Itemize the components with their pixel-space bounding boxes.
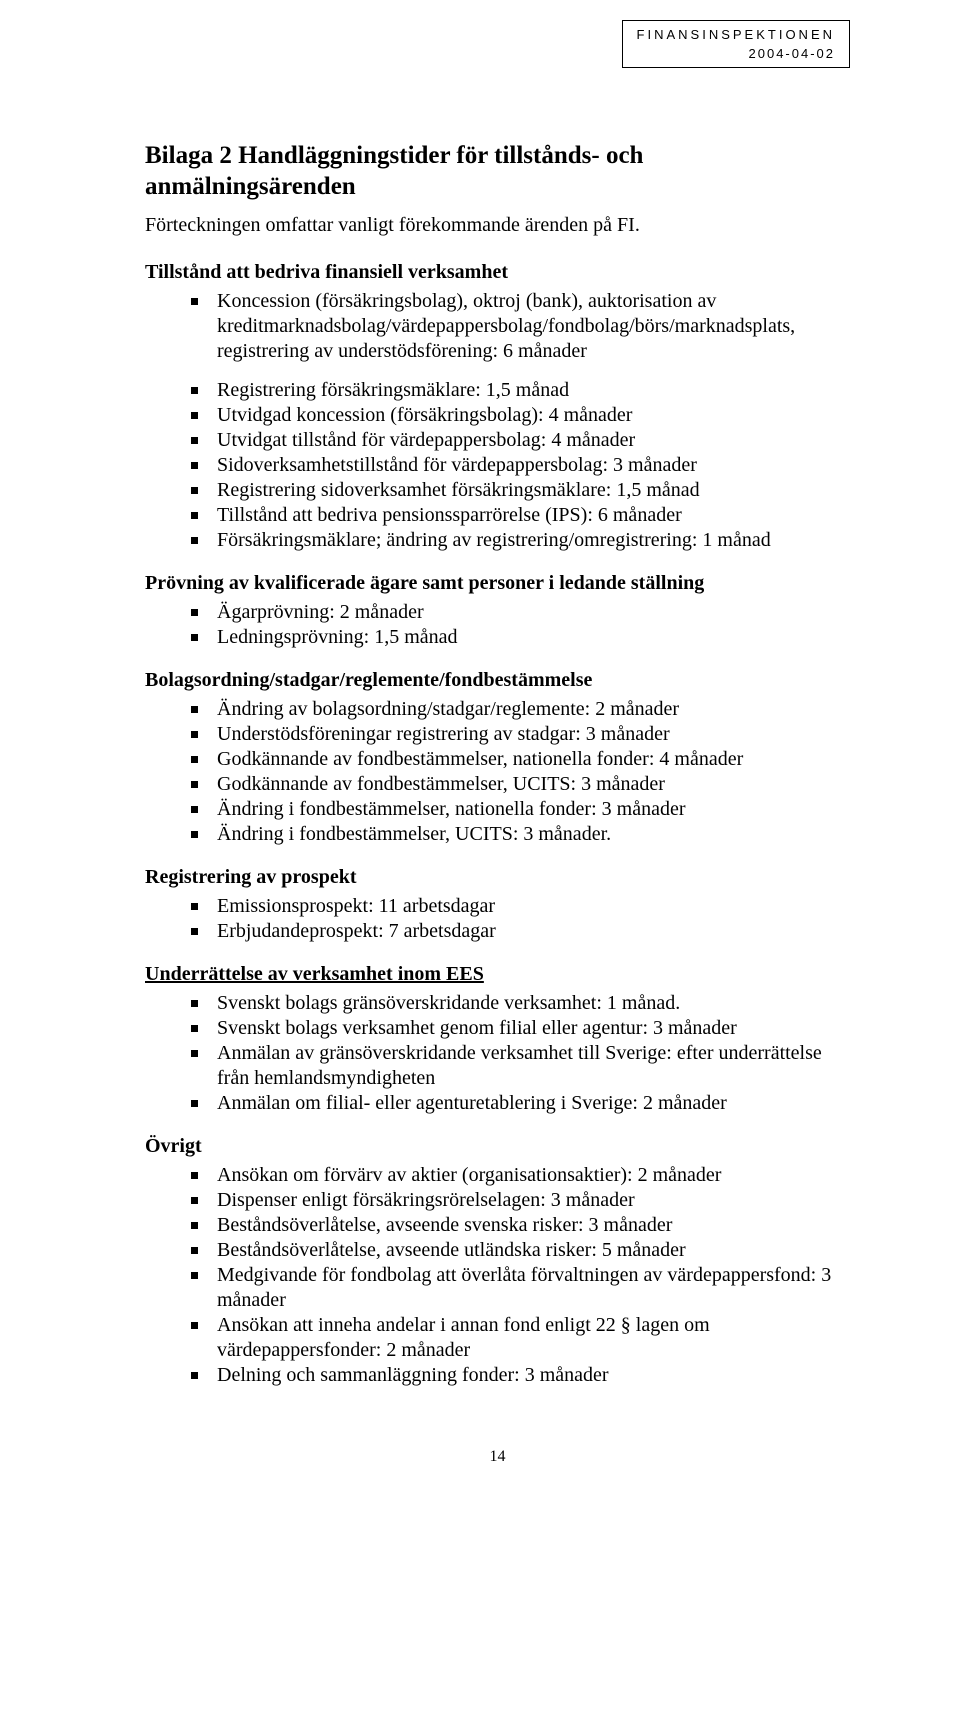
list-item: Ansökan att inneha andelar i annan fond …: [191, 1313, 850, 1363]
bullet-list-1: Koncession (försäkringsbolag), oktroj (b…: [145, 289, 850, 364]
title-line-2: anmälningsärenden: [145, 173, 356, 200]
section-heading-3: Bolagsordning/stadgar/reglemente/fondbes…: [145, 668, 850, 693]
list-item: Erbjudandeprospekt: 7 arbetsdagar: [191, 919, 850, 944]
list-item: Ansökan om förvärv av aktier (organisati…: [191, 1163, 850, 1188]
list-item: Svenskt bolags verksamhet genom filial e…: [191, 1016, 850, 1041]
list-item: Försäkringsmäklare; ändring av registrer…: [191, 528, 850, 553]
list-item: Ägarprövning: 2 månader: [191, 600, 850, 625]
title-line-1: Bilaga 2 Handläggningstider för tillstån…: [145, 142, 643, 169]
list-item: Utvidgat tillstånd för värdepappersbolag…: [191, 428, 850, 453]
bullet-list-6: Ansökan om förvärv av aktier (organisati…: [145, 1163, 850, 1388]
section-heading-1: Tillstånd att bedriva finansiell verksam…: [145, 260, 850, 285]
list-item: Registrering försäkringsmäklare: 1,5 mån…: [191, 378, 850, 403]
bullet-list-5: Svenskt bolags gränsöverskridande verksa…: [145, 991, 850, 1116]
document-date: 2004-04-02: [637, 46, 835, 61]
list-item: Delning och sammanläggning fonder: 3 mån…: [191, 1363, 850, 1388]
list-item: Godkännande av fondbestämmelser, natione…: [191, 747, 850, 772]
section-heading-6: Övrigt: [145, 1134, 850, 1159]
section-heading-4: Registrering av prospekt: [145, 865, 850, 890]
list-item: Emissionsprospekt: 11 arbetsdagar: [191, 894, 850, 919]
list-item: Ledningsprövning: 1,5 månad: [191, 625, 850, 650]
intro-paragraph: Förteckningen omfattar vanligt förekomma…: [145, 213, 850, 238]
bullet-list-2: Ägarprövning: 2 månader Ledningsprövning…: [145, 600, 850, 650]
list-item: Ändring i fondbestämmelser, nationella f…: [191, 797, 850, 822]
list-item: Utvidgad koncession (försäkringsbolag): …: [191, 403, 850, 428]
page-number: 14: [145, 1448, 850, 1466]
bullet-list-1b: Registrering försäkringsmäklare: 1,5 mån…: [145, 378, 850, 553]
agency-name: FINANSINSPEKTIONEN: [637, 27, 835, 42]
list-item: Koncession (försäkringsbolag), oktroj (b…: [191, 289, 850, 364]
content-body: Bilaga 2 Handläggningstider för tillstån…: [145, 140, 850, 1466]
list-item: Anmälan om filial- eller agenturetableri…: [191, 1091, 850, 1116]
header-box: FINANSINSPEKTIONEN 2004-04-02: [622, 20, 850, 68]
list-item: Ändring i fondbestämmelser, UCITS: 3 mån…: [191, 822, 850, 847]
list-item: Beståndsöverlåtelse, avseende utländska …: [191, 1238, 850, 1263]
list-item: Sidoverksamhetstillstånd för värdepapper…: [191, 453, 850, 478]
bullet-list-4: Emissionsprospekt: 11 arbetsdagar Erbjud…: [145, 894, 850, 944]
list-item: Understödsföreningar registrering av sta…: [191, 722, 850, 747]
list-item: Godkännande av fondbestämmelser, UCITS: …: [191, 772, 850, 797]
list-item: Ändring av bolagsordning/stadgar/regleme…: [191, 697, 850, 722]
list-item: Anmälan av gränsöverskridande verksamhet…: [191, 1041, 850, 1091]
page-title: Bilaga 2 Handläggningstider för tillstån…: [145, 140, 850, 203]
document-page: FINANSINSPEKTIONEN 2004-04-02 Bilaga 2 H…: [0, 0, 960, 1526]
bullet-list-3: Ändring av bolagsordning/stadgar/regleme…: [145, 697, 850, 847]
list-item: Beståndsöverlåtelse, avseende svenska ri…: [191, 1213, 850, 1238]
list-item: Registrering sidoverksamhet försäkringsm…: [191, 478, 850, 503]
section-heading-5: Underrättelse av verksamhet inom EES: [145, 962, 850, 987]
list-item: Dispenser enligt försäkringsrörelselagen…: [191, 1188, 850, 1213]
section-heading-2: Prövning av kvalificerade ägare samt per…: [145, 571, 850, 596]
list-item: Medgivande för fondbolag att överlåta fö…: [191, 1263, 850, 1313]
list-item: Tillstånd att bedriva pensionssparrörels…: [191, 503, 850, 528]
list-item: Svenskt bolags gränsöverskridande verksa…: [191, 991, 850, 1016]
